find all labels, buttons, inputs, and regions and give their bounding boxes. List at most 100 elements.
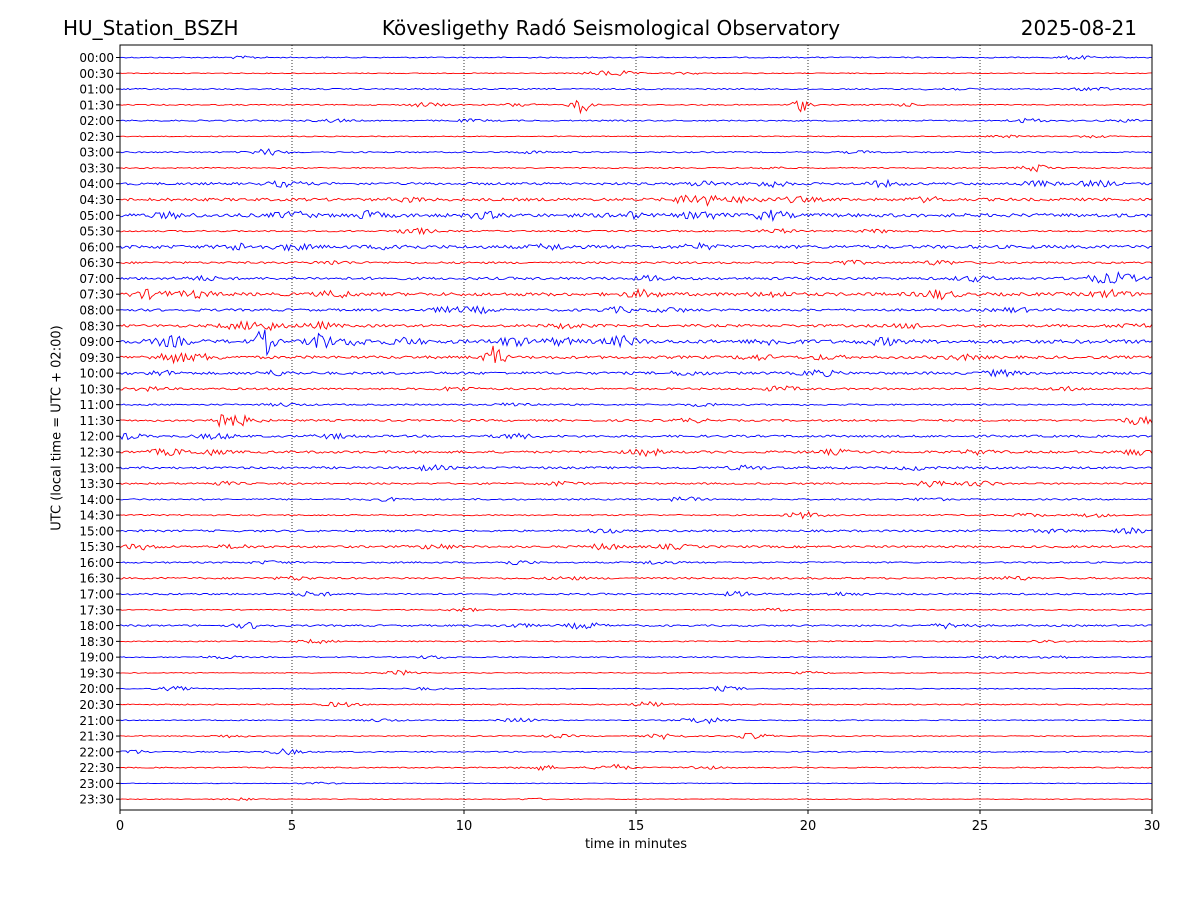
- x-axis-label: time in minutes: [584, 837, 688, 852]
- y-tick-label: 11:00: [79, 398, 114, 412]
- trace-1730: [119, 607, 1153, 613]
- y-tick-label: 13:00: [79, 461, 114, 475]
- trace-0300: [119, 148, 1153, 156]
- x-tick-label: 15: [628, 819, 645, 834]
- y-tick-label: 09:30: [79, 351, 114, 365]
- trace-1700: [119, 590, 1153, 597]
- observatory-title-text: Kövesligethy Radó Seismological Observat…: [381, 16, 841, 40]
- trace-1500: [119, 527, 1153, 535]
- y-tick-label: 19:30: [79, 666, 114, 680]
- y-tick-label: 03:30: [79, 161, 114, 175]
- trace-0930: [119, 345, 1153, 365]
- y-tick-label: 22:00: [79, 745, 114, 759]
- y-tick-label: 23:30: [79, 793, 114, 807]
- trace-1430: [119, 510, 1153, 520]
- station-name: HU_Station_BSZH: [63, 16, 239, 40]
- x-tick-label: 30: [1144, 819, 1161, 834]
- trace-1800: [119, 621, 1153, 630]
- trace-2330: [119, 797, 1153, 801]
- y-tick-label: 16:00: [79, 556, 114, 570]
- y-tick-label: 18:00: [79, 619, 114, 633]
- y-tick-label: 01:30: [79, 98, 114, 112]
- y-tick-label: 16:30: [79, 572, 114, 586]
- y-tick-label: 07:30: [79, 288, 114, 302]
- y-tick-label: 08:00: [79, 303, 114, 317]
- trace-1400: [119, 496, 1153, 502]
- trace-0230: [119, 134, 1152, 139]
- y-tick-label: 02:00: [79, 114, 114, 128]
- y-tick-label: 05:30: [79, 225, 114, 239]
- y-tick-label: 10:00: [79, 367, 114, 381]
- trace-1100: [119, 402, 1153, 407]
- trace-2030: [119, 701, 1153, 708]
- y-tick-label: 14:30: [79, 509, 114, 523]
- y-tick-label: 20:30: [79, 698, 114, 712]
- trace-0600: [119, 241, 1153, 252]
- x-tick-label: 25: [972, 819, 989, 834]
- trace-2230: [119, 763, 1153, 772]
- y-tick-label: 00:00: [79, 51, 114, 65]
- trace-1300: [119, 464, 1153, 472]
- y-tick-label: 03:00: [79, 146, 114, 160]
- y-axis-label: UTC (local time = UTC + 02:00): [49, 325, 65, 531]
- y-tick-label: 23:00: [79, 777, 114, 791]
- trace-0500: [120, 209, 1153, 223]
- trace-0200: [119, 117, 1152, 124]
- trace-0000: [119, 54, 1153, 61]
- trace-0530: [119, 226, 1153, 236]
- y-tick-label: 01:00: [79, 83, 114, 97]
- grid-lines: [291, 45, 981, 810]
- y-tick-label: 21:00: [79, 714, 114, 728]
- trace-0130: [119, 99, 1153, 115]
- y-tick-label: 02:30: [79, 130, 114, 144]
- trace-1900: [119, 655, 1153, 660]
- y-tick-label: 15:30: [79, 540, 114, 554]
- y-tick-label: 04:00: [79, 177, 114, 191]
- date-label: 2025-08-21: [1020, 16, 1137, 40]
- trace-2100: [119, 717, 1153, 725]
- y-tick-label: 09:00: [79, 335, 114, 349]
- trace-1830: [119, 638, 1153, 645]
- trace-1200: [119, 432, 1153, 441]
- y-tick-label: 04:30: [79, 193, 114, 207]
- y-tick-label: 14:00: [79, 493, 114, 507]
- trace-1630: [119, 575, 1152, 581]
- trace-1000: [119, 368, 1153, 378]
- y-tick-label: 06:00: [79, 240, 114, 254]
- y-tick-label: 08:30: [79, 319, 114, 333]
- trace-0430: [119, 194, 1153, 207]
- x-tick-label: 10: [456, 819, 473, 834]
- x-axis-ticks: 0 5 10 15 20 25 30: [116, 810, 1160, 834]
- trace-0330: [119, 164, 1153, 173]
- trace-1530: [119, 542, 1153, 551]
- y-tick-label: 20:00: [79, 682, 114, 696]
- trace-2200: [119, 748, 1153, 756]
- y-tick-label: 05:00: [79, 209, 114, 223]
- y-tick-label: 17:30: [79, 603, 114, 617]
- y-tick-label: 18:30: [79, 635, 114, 649]
- trace-0400: [119, 178, 1153, 189]
- y-tick-label: 21:30: [79, 730, 114, 744]
- trace-2300: [119, 781, 1153, 785]
- y-tick-label: 07:00: [79, 272, 114, 286]
- y-tick-label: 11:30: [79, 414, 114, 428]
- y-tick-label: 12:00: [79, 430, 114, 444]
- trace-0900: [119, 329, 1153, 357]
- x-tick-label: 5: [288, 819, 296, 834]
- trace-1230: [119, 447, 1153, 458]
- observatory-title: Kövesligethy Radó Seismological Observat…: [0, 14, 1200, 42]
- y-tick-label: 06:30: [79, 256, 114, 270]
- y-tick-label: 15:00: [79, 524, 114, 538]
- trace-2000: [119, 685, 1153, 692]
- y-tick-label: 00:30: [79, 67, 114, 81]
- trace-0630: [119, 259, 1153, 266]
- trace-0800: [119, 305, 1153, 315]
- y-tick-label: 10:30: [79, 382, 114, 396]
- y-tick-label: 13:30: [79, 477, 114, 491]
- trace-0100: [119, 86, 1153, 92]
- x-tick-label: 20: [800, 819, 817, 834]
- trace-1600: [119, 560, 1153, 566]
